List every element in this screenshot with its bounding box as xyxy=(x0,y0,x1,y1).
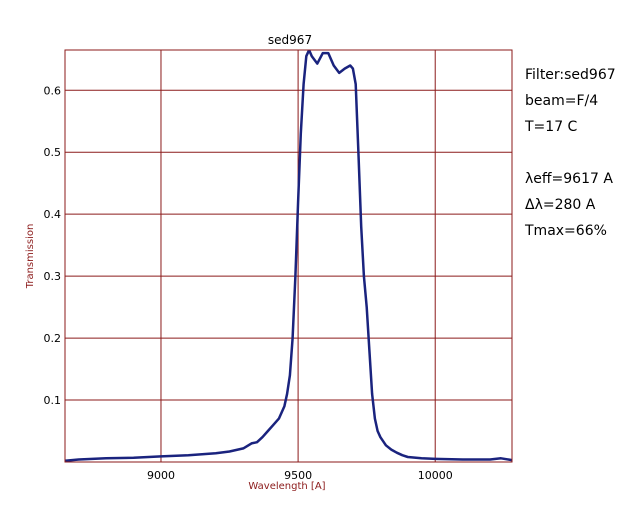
lambda-eff-info: λeff=9617 A xyxy=(525,171,613,187)
plot-frame xyxy=(64,49,513,463)
y-axis-label: Transmission xyxy=(25,224,36,290)
filter-info-panel: Filter:sed967 beam=F/4 T=17 C λeff=9617 … xyxy=(525,62,616,244)
y-tick-label: 0.2 xyxy=(44,332,62,345)
x-tick-label: 10000 xyxy=(418,469,453,482)
y-tick-label: 0.5 xyxy=(44,146,62,159)
plot-area xyxy=(65,50,512,462)
x-tick-label: 9500 xyxy=(284,469,312,482)
y-tick-label: 0.4 xyxy=(44,208,62,221)
axes-frame xyxy=(64,49,513,463)
beam-info: beam=F/4 xyxy=(525,93,599,109)
filter-name: Filter:sed967 xyxy=(525,67,616,83)
spacer xyxy=(525,140,616,166)
tmax-info: Tmax=66% xyxy=(525,223,607,239)
temperature-info: T=17 C xyxy=(525,119,578,135)
tick-labels: 9000 9500 10000 0.1 0.2 0.3 0.4 0.5 0.6 xyxy=(44,84,453,482)
chart-title: sed967 xyxy=(268,33,312,47)
grid xyxy=(65,50,512,462)
x-axis-label: Wavelength [A] xyxy=(248,481,325,492)
x-tick-label: 9000 xyxy=(147,469,175,482)
y-tick-label: 0.6 xyxy=(44,84,62,97)
y-tick-label: 0.1 xyxy=(44,394,62,407)
y-tick-label: 0.3 xyxy=(44,270,62,283)
transmission-curve xyxy=(65,50,512,462)
delta-lambda-info: Δλ=280 A xyxy=(525,197,596,213)
